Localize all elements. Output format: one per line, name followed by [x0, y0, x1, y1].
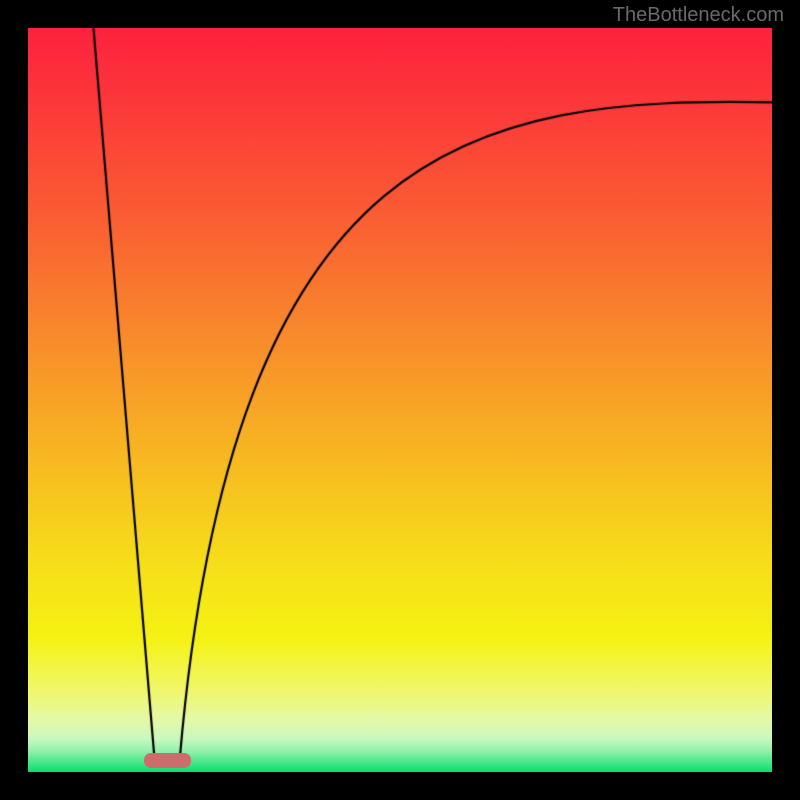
chart-container: TheBottleneck.com — [0, 0, 800, 800]
chart-canvas — [0, 0, 800, 800]
optimal-marker — [144, 753, 191, 768]
watermark-text: TheBottleneck.com — [613, 4, 784, 27]
